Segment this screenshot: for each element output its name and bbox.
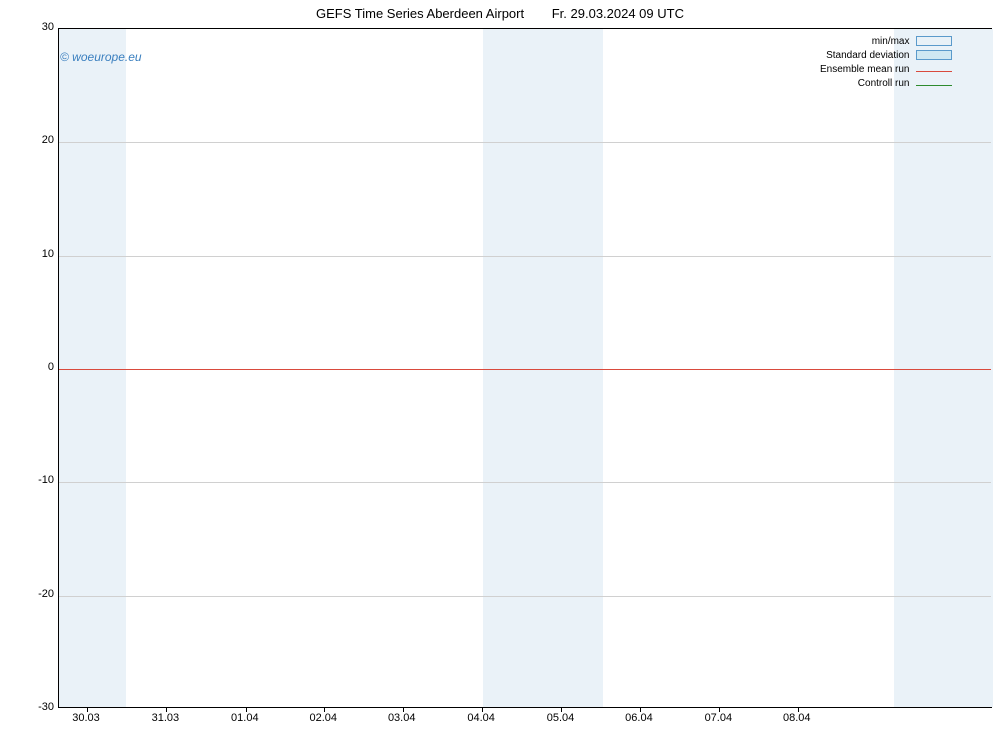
x-tick-label: 02.04 xyxy=(303,712,343,724)
legend-label: min/max xyxy=(872,36,910,47)
y-tick-label: 30 xyxy=(24,21,54,33)
legend-item: Standard deviation xyxy=(820,48,952,62)
y-tick-label: -30 xyxy=(24,701,54,713)
y-tick-label: 10 xyxy=(24,248,54,260)
legend-item: min/max xyxy=(820,34,952,48)
title-right: Fr. 29.03.2024 09 UTC xyxy=(552,6,684,21)
legend-swatch xyxy=(916,71,952,72)
watermark: © woeurope.eu xyxy=(60,50,142,64)
legend-label: Standard deviation xyxy=(826,50,909,61)
legend-swatch xyxy=(916,50,952,60)
weekend-band xyxy=(483,29,603,707)
x-tick-label: 05.04 xyxy=(540,712,580,724)
x-tick-label: 06.04 xyxy=(619,712,659,724)
legend-swatch xyxy=(916,85,952,86)
legend-label: Ensemble mean run xyxy=(820,64,910,75)
y-tick-label: -20 xyxy=(24,588,54,600)
y-tick-label: 0 xyxy=(24,361,54,373)
weekend-band xyxy=(59,29,126,707)
x-tick-label: 30.03 xyxy=(66,712,106,724)
weekend-band xyxy=(894,29,993,707)
x-tick-label: 04.04 xyxy=(461,712,501,724)
gridline xyxy=(59,596,991,597)
x-tick-label: 03.04 xyxy=(382,712,422,724)
plot-area xyxy=(58,28,992,708)
legend-item: Controll run xyxy=(820,76,952,90)
y-tick-label: 20 xyxy=(24,134,54,146)
legend-label: Controll run xyxy=(858,78,910,89)
x-tick-label: 08.04 xyxy=(777,712,817,724)
series-line xyxy=(59,369,991,370)
gridline xyxy=(59,256,991,257)
chart-container: { "title": { "left": "GEFS Time Series A… xyxy=(0,0,1000,733)
gridline xyxy=(59,482,991,483)
x-tick-label: 01.04 xyxy=(225,712,265,724)
legend-item: Ensemble mean run xyxy=(820,62,952,76)
title-left: GEFS Time Series Aberdeen Airport xyxy=(316,6,524,21)
x-tick-label: 31.03 xyxy=(145,712,185,724)
legend: min/max Standard deviation Ensemble mean r… xyxy=(820,34,952,90)
gridline xyxy=(59,142,991,143)
x-tick-label: 07.04 xyxy=(698,712,738,724)
legend-swatch xyxy=(916,36,952,46)
y-tick-label: -10 xyxy=(24,474,54,486)
chart-title: GEFS Time Series Aberdeen Airport Fr. 29… xyxy=(0,6,1000,21)
